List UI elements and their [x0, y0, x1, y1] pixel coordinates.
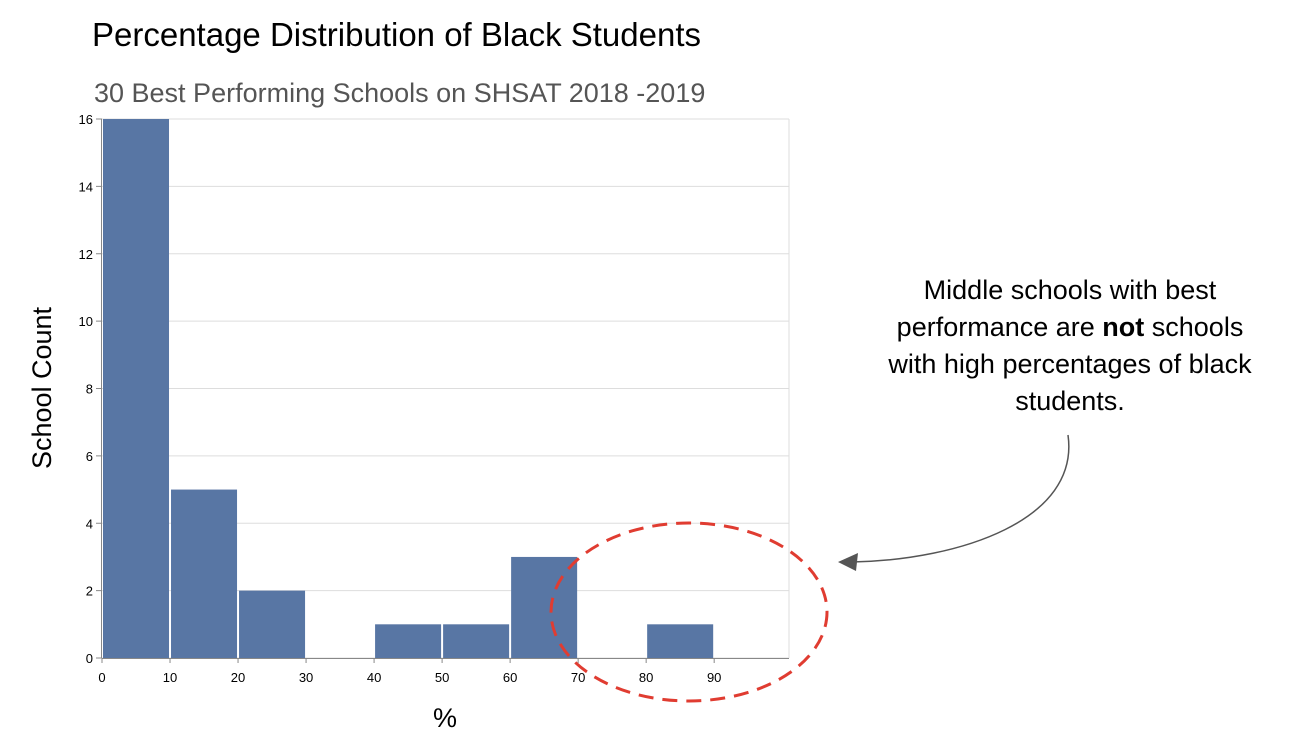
- chart-title: Percentage Distribution of Black Student…: [92, 16, 702, 53]
- y-tick-label: 0: [86, 651, 93, 666]
- highlight-ellipse: [549, 521, 829, 703]
- annotation-line-2-post: schools: [1144, 312, 1244, 342]
- bar: [647, 624, 714, 658]
- annotation-line-2: performance are not schools: [840, 309, 1300, 346]
- chart-subtitle: 30 Best Performing Schools on SHSAT 2018…: [94, 78, 706, 108]
- bars: [103, 119, 714, 658]
- y-tick-label: 6: [86, 449, 93, 464]
- annotation-line-2-pre: performance are: [896, 312, 1103, 342]
- annotation-arrowhead: [838, 553, 858, 571]
- y-axis-ticks: 0 2 4 6 8 10 12 14 16: [79, 112, 102, 666]
- y-tick-label: 16: [79, 112, 93, 127]
- y-tick-label: 8: [86, 382, 93, 397]
- grid-lines: [102, 118, 790, 659]
- y-tick-label: 12: [79, 247, 93, 262]
- bar: [239, 590, 306, 658]
- annotation-line-4: students.: [1015, 386, 1125, 416]
- bar: [511, 556, 578, 658]
- annotation-emphasis: not: [1102, 312, 1145, 342]
- x-tick-label: 70: [571, 670, 585, 685]
- annotation-line-1: Middle schools with best: [923, 275, 1217, 305]
- bar: [103, 119, 170, 658]
- y-axis-title: School Count: [27, 306, 57, 469]
- x-tick-label: 80: [639, 670, 653, 685]
- x-tick-label: 30: [299, 670, 313, 685]
- bar: [171, 489, 238, 658]
- x-axis-ticks: 0 10 20 30 40 50 60 70 80 90: [98, 658, 721, 685]
- y-tick-label: 10: [79, 314, 93, 329]
- annotation-text: Middle schools with best performance are…: [840, 272, 1300, 420]
- y-tick-label: 4: [86, 516, 93, 531]
- bar: [375, 624, 442, 658]
- x-tick-label: 90: [707, 670, 721, 685]
- x-tick-label: 10: [163, 670, 177, 685]
- x-tick-label: 40: [367, 670, 381, 685]
- annotation-line-3: with high percentages of black: [888, 349, 1252, 379]
- x-tick-label: 50: [435, 670, 449, 685]
- x-tick-label: 20: [231, 670, 245, 685]
- annotation-arrow: [851, 434, 1070, 563]
- y-tick-label: 14: [79, 179, 93, 194]
- x-axis-title: %: [433, 703, 457, 733]
- x-tick-label: 0: [98, 670, 105, 685]
- x-tick-label: 60: [503, 670, 517, 685]
- y-tick-label: 2: [86, 584, 93, 599]
- bar: [443, 624, 510, 658]
